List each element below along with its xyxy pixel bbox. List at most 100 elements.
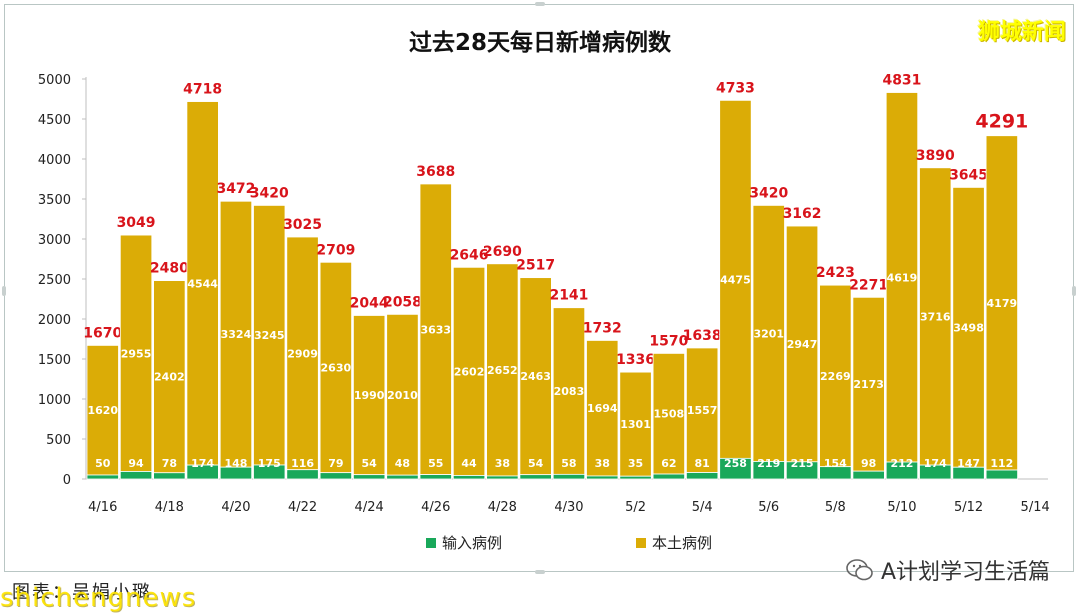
data-label-imported: 35 bbox=[628, 457, 643, 470]
legend-swatch-imported bbox=[426, 538, 436, 548]
data-label-total: 3025 bbox=[283, 217, 322, 233]
data-label-imported: 212 bbox=[890, 457, 913, 470]
bar-local bbox=[652, 352, 685, 475]
x-tick-label: 5/10 bbox=[887, 500, 916, 515]
resize-handle-bottom[interactable] bbox=[535, 570, 545, 574]
data-label-total: 2709 bbox=[316, 242, 355, 258]
x-tick-label: 4/24 bbox=[355, 500, 384, 515]
data-label-total: 1670 bbox=[83, 325, 122, 341]
data-label-imported: 215 bbox=[791, 457, 814, 470]
wechat-icon bbox=[846, 559, 873, 581]
x-tick-label: 5/8 bbox=[825, 500, 846, 515]
data-label-total: 2044 bbox=[350, 295, 389, 311]
data-label-imported: 175 bbox=[258, 457, 281, 470]
bar-local bbox=[486, 263, 519, 477]
resize-handle-left[interactable] bbox=[2, 286, 6, 296]
bar-local bbox=[286, 236, 319, 471]
bar-local bbox=[752, 204, 785, 462]
data-label-total: 2517 bbox=[516, 258, 555, 274]
bar-imported bbox=[719, 457, 752, 480]
data-label-local: 1557 bbox=[687, 404, 718, 417]
data-label-imported: 94 bbox=[128, 457, 144, 470]
data-label-local: 2402 bbox=[154, 371, 185, 384]
data-label-imported: 38 bbox=[595, 457, 610, 470]
y-tick-label: 500 bbox=[46, 433, 71, 448]
x-tick-label: 5/2 bbox=[625, 500, 646, 515]
data-label-total: 3890 bbox=[916, 148, 955, 164]
data-label-total: 3688 bbox=[416, 164, 455, 180]
data-label-total: 3472 bbox=[216, 181, 255, 197]
bar-local bbox=[519, 277, 552, 476]
bar-imported bbox=[952, 466, 985, 480]
y-tick-label: 1000 bbox=[38, 393, 71, 408]
x-tick-label: 5/4 bbox=[692, 500, 713, 515]
bar-local bbox=[352, 315, 386, 476]
bar-imported bbox=[119, 471, 153, 480]
data-label-total: 2646 bbox=[450, 247, 489, 263]
chart-caption: 图表：吴娟小璐 bbox=[12, 582, 152, 603]
data-label-local: 1694 bbox=[587, 402, 618, 415]
bar-imported bbox=[153, 472, 186, 480]
bar-local bbox=[253, 204, 286, 466]
bar-imported bbox=[86, 474, 119, 480]
data-label-local: 2463 bbox=[520, 370, 551, 383]
data-label-local: 2173 bbox=[853, 378, 884, 391]
data-label-total: 1570 bbox=[649, 333, 688, 349]
x-tick-label: 4/16 bbox=[88, 500, 117, 515]
data-label-total: 2690 bbox=[483, 244, 522, 260]
data-label-local: 4475 bbox=[720, 273, 751, 286]
bar-imported bbox=[885, 461, 919, 480]
data-label-total: 1732 bbox=[583, 320, 622, 336]
x-tick-label: 5/14 bbox=[1021, 500, 1050, 515]
data-label-imported: 219 bbox=[757, 457, 780, 470]
data-label-local: 2083 bbox=[554, 385, 585, 398]
data-label-total: 1638 bbox=[683, 328, 722, 344]
bar-imported bbox=[919, 464, 952, 480]
data-label-imported: 81 bbox=[694, 457, 709, 470]
bar-local bbox=[619, 371, 652, 477]
data-label-imported: 48 bbox=[395, 457, 410, 470]
data-label-imported: 62 bbox=[661, 457, 676, 470]
data-label-local: 2955 bbox=[121, 347, 152, 360]
bar-local bbox=[452, 266, 486, 476]
data-label-imported: 54 bbox=[528, 457, 544, 470]
bar-imported bbox=[785, 461, 819, 480]
data-label-local: 2909 bbox=[287, 347, 318, 360]
data-label-imported: 258 bbox=[724, 457, 747, 470]
resize-handle-top[interactable] bbox=[535, 2, 545, 6]
data-label-local: 3633 bbox=[420, 323, 451, 336]
bar-imported bbox=[319, 472, 353, 480]
x-tick-label: 4/26 bbox=[421, 500, 450, 515]
data-label-local: 2269 bbox=[820, 370, 851, 383]
data-label-total: 4733 bbox=[716, 80, 755, 96]
data-label-imported: 154 bbox=[824, 457, 847, 470]
data-label-local: 1508 bbox=[654, 408, 685, 421]
data-label-total: 2058 bbox=[383, 294, 422, 310]
bar-imported bbox=[519, 474, 552, 480]
resize-handle-right[interactable] bbox=[1072, 286, 1076, 296]
bar-imported bbox=[452, 475, 486, 480]
data-label-local: 3324 bbox=[221, 328, 252, 341]
x-tick-label: 4/22 bbox=[288, 500, 317, 515]
data-label-local: 2652 bbox=[487, 364, 518, 377]
bar-local bbox=[386, 313, 419, 476]
data-label-imported: 174 bbox=[191, 457, 214, 470]
x-tick-label: 5/6 bbox=[758, 500, 779, 515]
bar-local bbox=[419, 183, 452, 476]
bar-imported bbox=[486, 475, 519, 480]
brand-logo-text: 狮城新闻 bbox=[977, 20, 1066, 45]
bar-imported bbox=[552, 473, 586, 480]
data-label-local: 4179 bbox=[987, 297, 1018, 310]
bar-imported bbox=[186, 464, 219, 480]
data-label-total: 3420 bbox=[749, 185, 788, 201]
bar-local bbox=[719, 99, 752, 459]
data-label-total: 4718 bbox=[183, 82, 222, 98]
data-label-imported: 116 bbox=[291, 457, 314, 470]
data-label-local: 1301 bbox=[620, 418, 651, 431]
y-tick-label: 3000 bbox=[38, 233, 71, 248]
data-label-total: 2141 bbox=[549, 288, 588, 304]
data-label-total: 2480 bbox=[150, 261, 189, 277]
data-label-total: 2271 bbox=[849, 277, 888, 293]
x-tick-label: 4/28 bbox=[488, 500, 517, 515]
